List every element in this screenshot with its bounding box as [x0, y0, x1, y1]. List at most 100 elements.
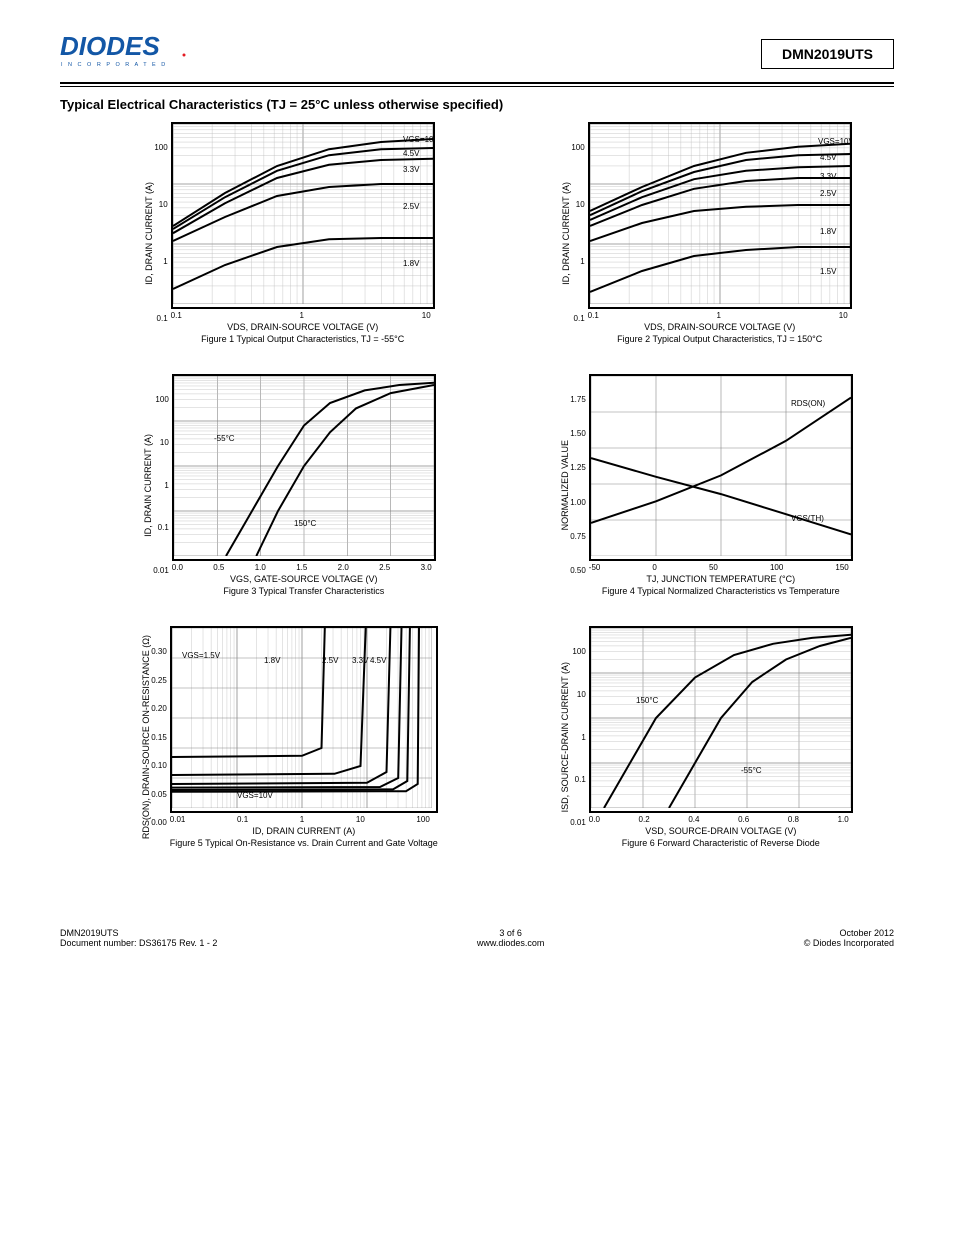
ytick: 1.75 [570, 395, 586, 404]
svg-text:VGS=10V: VGS=10V [403, 135, 433, 144]
svg-text:3.3V: 3.3V [820, 172, 837, 181]
svg-text:RDS(ON): RDS(ON) [791, 399, 826, 408]
chart-title: Figure 5 Typical On-Resistance vs. Drain… [170, 838, 438, 848]
xtick: 3.0 [421, 563, 432, 572]
xlabel: ID, DRAIN CURRENT (A) [170, 826, 438, 836]
chart3: ID, DRAIN CURRENT (A) 1001010.10.01 -55°… [100, 374, 477, 596]
ytick: 1.25 [570, 463, 586, 472]
xtick: 1 [300, 815, 304, 824]
ylabel: ID, DRAIN CURRENT (A) [141, 434, 153, 537]
svg-text:VGS=10V: VGS=10V [818, 137, 850, 146]
footer-copyright: © Diodes Incorporated [804, 938, 894, 948]
xtick: 0.8 [788, 815, 799, 824]
xtick: 0.5 [213, 563, 224, 572]
xlabel: VSD, SOURCE-DRAIN VOLTAGE (V) [589, 826, 853, 836]
svg-text:-55°C: -55°C [741, 766, 762, 775]
ytick: 100 [154, 143, 167, 152]
ytick: 1 [163, 257, 167, 266]
xtick: 0.1 [171, 311, 182, 320]
chart-title: Figure 6 Forward Characteristic of Rever… [589, 838, 853, 848]
svg-text:4.5V: 4.5V [403, 149, 420, 158]
xtick: 10 [839, 311, 848, 320]
ylabel: ID, DRAIN CURRENT (A) [559, 182, 571, 285]
ytick: 100 [571, 143, 584, 152]
ytick: 0.05 [151, 790, 167, 799]
svg-text:2.5V: 2.5V [322, 656, 339, 665]
ytick: 0.30 [151, 647, 167, 656]
footer-url: www.diodes.com [477, 938, 545, 948]
ytick: 1 [164, 481, 168, 490]
svg-text:4.5V: 4.5V [370, 656, 387, 665]
footer-page: 3 of 6 [477, 928, 545, 938]
xtick: 0 [652, 563, 656, 572]
plot-area: 150°C -55°C [589, 626, 853, 813]
xtick: 1 [717, 311, 721, 320]
xtick: 0.1 [237, 815, 248, 824]
section-title: Typical Electrical Characteristics (TJ =… [60, 97, 894, 112]
ytick: 0.00 [151, 818, 167, 827]
xtick: 0.2 [639, 815, 650, 824]
svg-text:2.5V: 2.5V [403, 202, 420, 211]
xlabel: TJ, JUNCTION TEMPERATURE (°C) [589, 574, 853, 584]
ylabel: NORMALIZED VALUE [558, 440, 570, 530]
logo-main: DIODES [60, 31, 160, 61]
xtick: 1.5 [296, 563, 307, 572]
xlabel: VDS, DRAIN-SOURCE VOLTAGE (V) [588, 322, 852, 332]
ytick: 0.10 [151, 761, 167, 770]
xtick: 150 [835, 563, 848, 572]
xtick: 2.0 [338, 563, 349, 572]
ytick: 1 [580, 257, 584, 266]
plot-area: VGS=10VVGS=1.5V1.8V2.5V3.3V4.5V [170, 626, 438, 813]
xtick: 0.01 [170, 815, 186, 824]
xtick: 1.0 [838, 815, 849, 824]
svg-text:VGS=10V: VGS=10V [237, 791, 273, 800]
part-number-box: DMN2019UTS [761, 39, 894, 69]
ytick: 1.50 [570, 429, 586, 438]
xtick: 100 [770, 563, 783, 572]
ytick: 100 [155, 395, 168, 404]
svg-text:3.3V: 3.3V [352, 656, 369, 665]
ylabel: ID, DRAIN CURRENT (A) [142, 182, 154, 285]
chart-title: Figure 3 Typical Transfer Characteristic… [172, 586, 436, 596]
logo-sub: I N C O R P O R A T E D [61, 62, 167, 68]
ytick: 0.20 [151, 704, 167, 713]
plot-area: VGS=10V4.5V3.3V2.5V1.8V1.5V [588, 122, 852, 309]
svg-text:2.5V: 2.5V [820, 189, 837, 198]
ytick: 0.75 [570, 532, 586, 541]
svg-text:-55°C: -55°C [214, 434, 235, 443]
chart-title: Figure 1 Typical Output Characteristics,… [171, 334, 435, 344]
chart-title: Figure 4 Typical Normalized Characterist… [589, 586, 853, 596]
chart-title: Figure 2 Typical Output Characteristics,… [588, 334, 852, 344]
svg-text:1.8V: 1.8V [403, 259, 420, 268]
xtick: 2.5 [379, 563, 390, 572]
ytick: 10 [576, 200, 585, 209]
svg-text:150°C: 150°C [636, 696, 659, 705]
xtick: 0.6 [738, 815, 749, 824]
page-header: DIODES I N C O R P O R A T E D DMN2019UT… [60, 30, 894, 78]
footer-part: DMN2019UTS [60, 928, 217, 938]
svg-text:VGS=1.5V: VGS=1.5V [182, 651, 221, 660]
svg-text:1.8V: 1.8V [820, 227, 837, 236]
svg-text:150°C: 150°C [294, 519, 317, 528]
header-rule-thin [60, 86, 894, 87]
plot-area: VGS=10V4.5V3.3V2.5V1.8V [171, 122, 435, 309]
xtick: -50 [589, 563, 601, 572]
plot-area: RDS(ON) VGS(TH) [589, 374, 853, 561]
ytick: 0.01 [570, 818, 586, 827]
charts-grid: ID, DRAIN CURRENT (A) 1001010.1 VGS=10V4… [100, 122, 894, 848]
ytick: 0.1 [157, 314, 168, 323]
xtick: 0.0 [589, 815, 600, 824]
chart6: ISD, SOURCE-DRAIN CURRENT (A) 1001010.10… [517, 626, 894, 848]
chart1: ID, DRAIN CURRENT (A) 1001010.1 VGS=10V4… [100, 122, 477, 344]
svg-text:4.5V: 4.5V [820, 153, 837, 162]
ytick: 1.00 [570, 498, 586, 507]
ytick: 0.1 [574, 314, 585, 323]
xtick: 100 [416, 815, 429, 824]
svg-text:VGS(TH): VGS(TH) [791, 514, 824, 523]
ytick: 0.01 [153, 566, 169, 575]
xlabel: VDS, DRAIN-SOURCE VOLTAGE (V) [171, 322, 435, 332]
chart5: RDS(ON), DRAIN-SOURCE ON-RESISTANCE (Ω) … [100, 626, 477, 848]
logo: DIODES I N C O R P O R A T E D [60, 30, 245, 78]
xtick: 0.4 [688, 815, 699, 824]
xlabel: VGS, GATE-SOURCE VOLTAGE (V) [172, 574, 436, 584]
